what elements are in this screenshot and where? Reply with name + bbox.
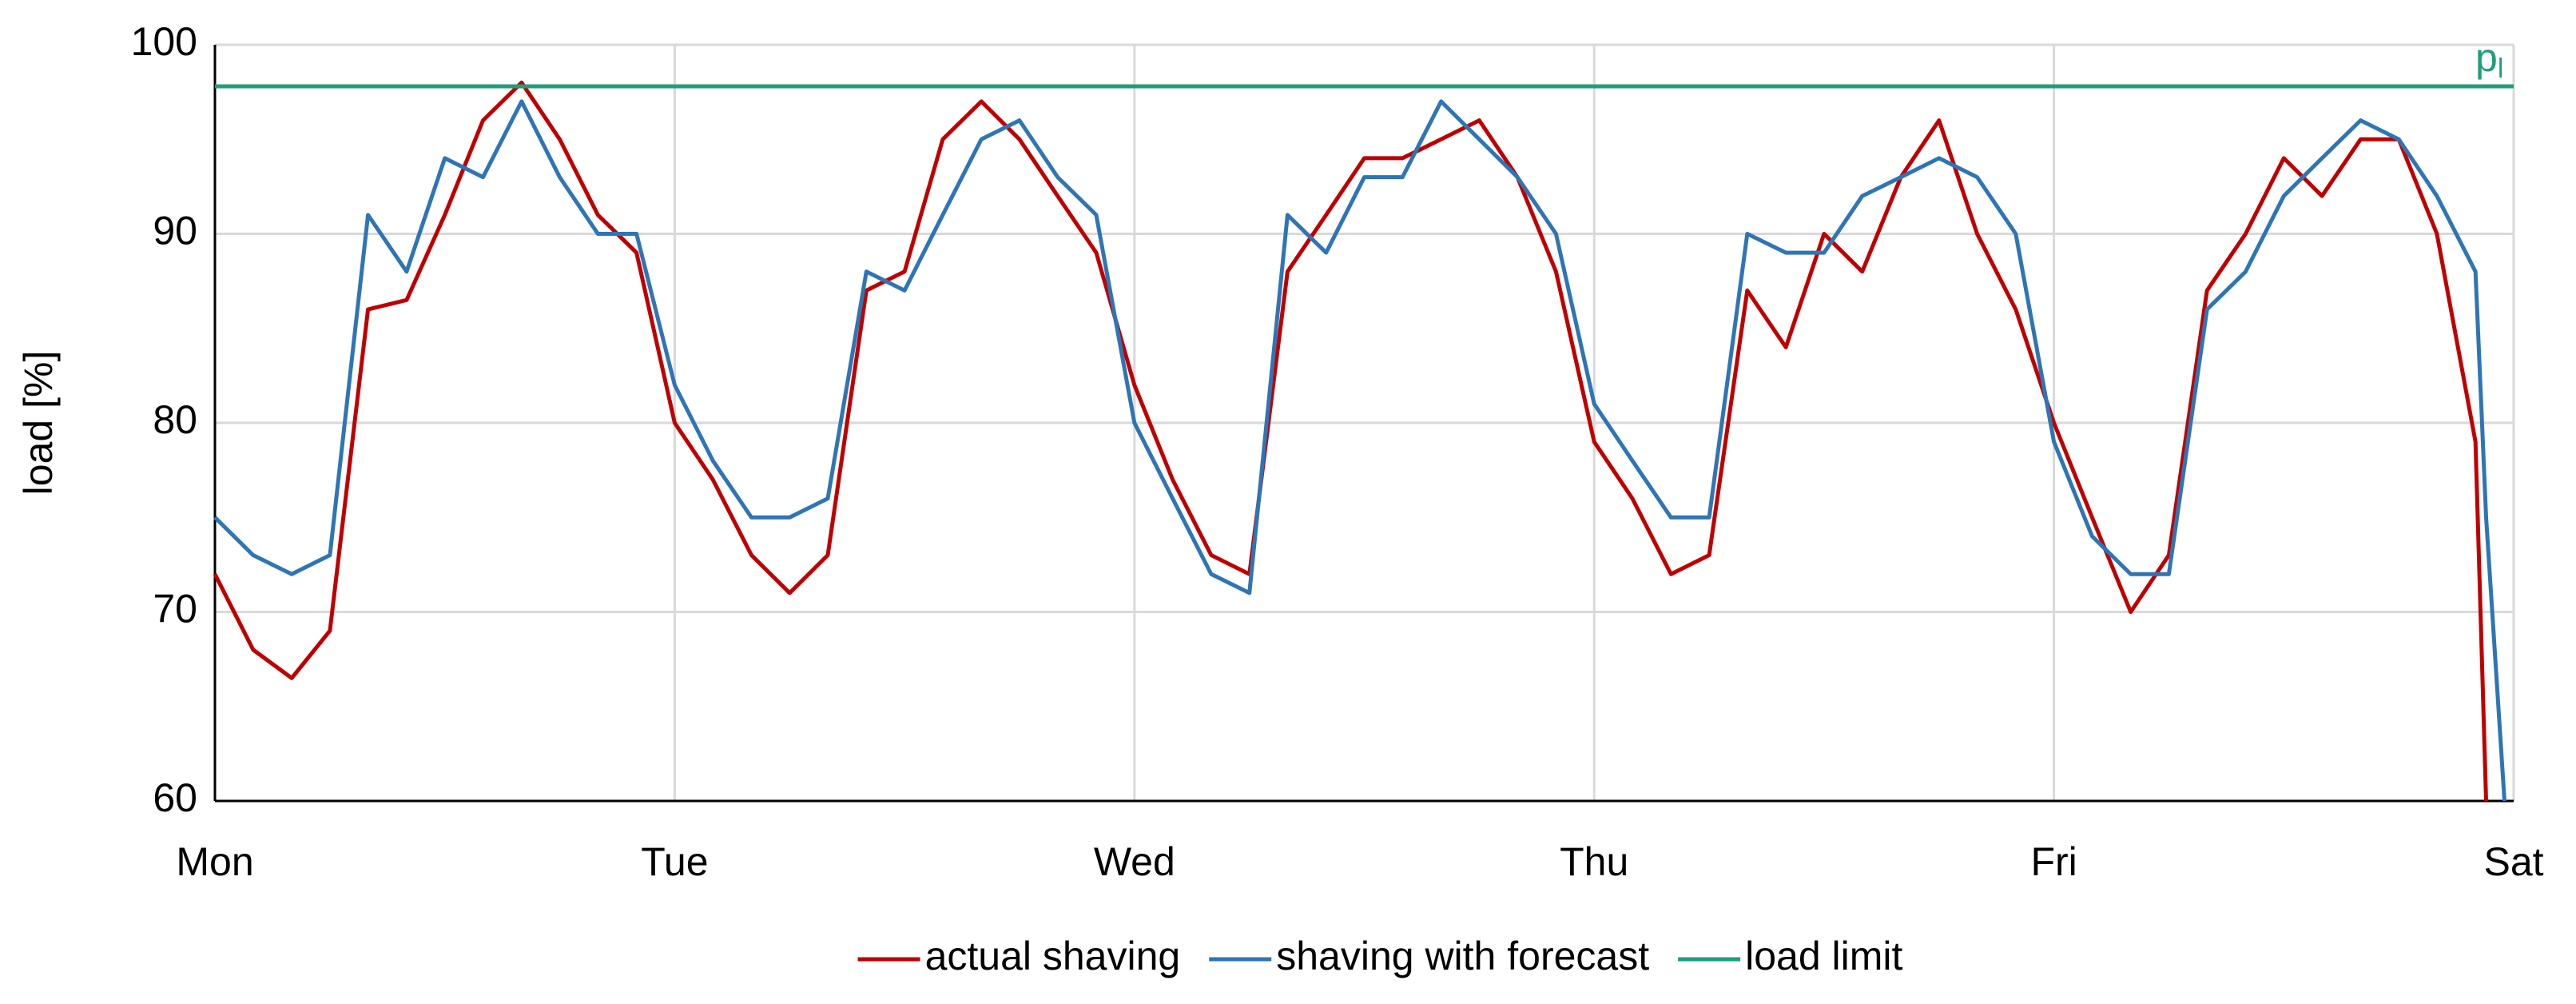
legend-label: load limit: [1745, 934, 1902, 978]
x-tick-label: Thu: [1560, 839, 1628, 884]
series-line: [213, 99, 2506, 802]
y-tick-label: 100: [131, 19, 197, 64]
legend: actual shaving shaving with forecast load …: [857, 934, 1903, 978]
series-line: [213, 80, 2488, 802]
x-tick-label: Sat: [2483, 839, 2543, 884]
x-tick-label: Mon: [176, 839, 253, 884]
x-tick-label: Wed: [1094, 839, 1175, 884]
limit-label-sub: l: [2498, 54, 2504, 84]
y-axis-label: load [%]: [16, 351, 61, 496]
y-tick-label: 80: [153, 397, 197, 442]
limit-label-main: p: [2475, 35, 2498, 80]
y-tick-label: 60: [153, 775, 197, 820]
y-tick-label: 90: [153, 209, 197, 253]
y-tick-label: 70: [153, 587, 197, 631]
limit-label: pl: [2475, 35, 2503, 84]
legend-label: shaving with forecast: [1276, 934, 1649, 978]
legend-label: actual shaving: [925, 934, 1181, 978]
x-tick-label: Tue: [641, 839, 708, 884]
x-tick-label: Fri: [2030, 839, 2077, 884]
